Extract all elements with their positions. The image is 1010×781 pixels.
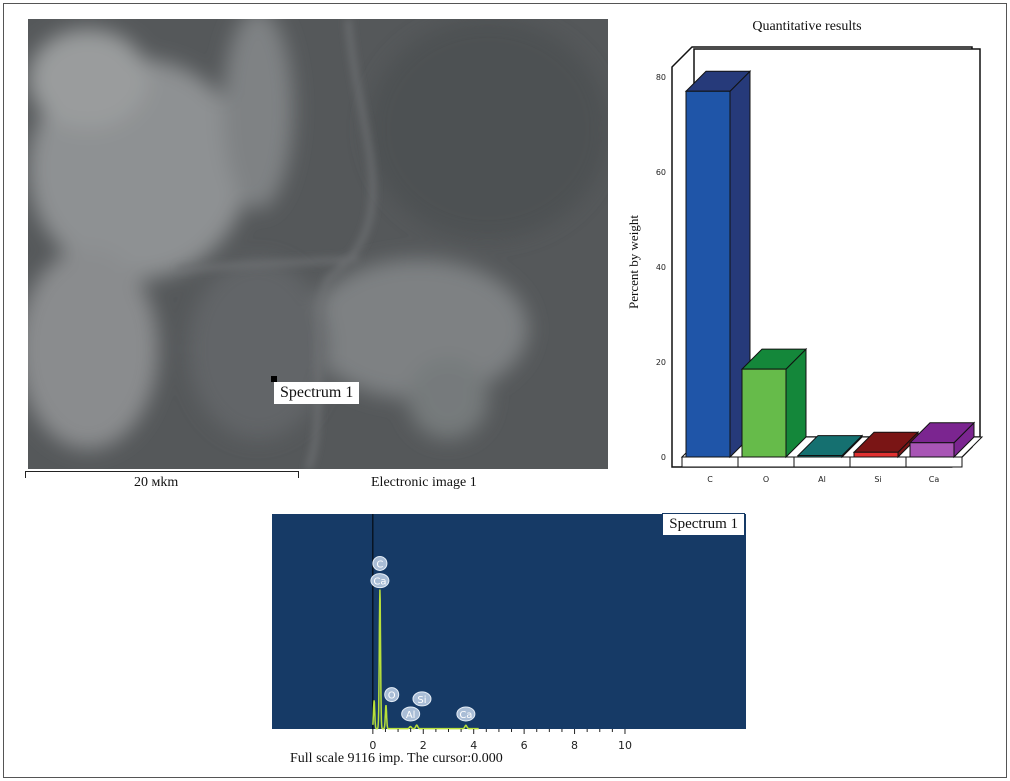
spectrum-line [372, 589, 479, 730]
y-tick-label: 60 [656, 168, 666, 177]
peak-label-badge [370, 573, 390, 589]
bar-Al [797, 455, 843, 458]
x-tick-label: Si [874, 475, 881, 484]
x-tick-label: 8 [571, 739, 578, 752]
y-tick-label: 40 [656, 263, 666, 272]
peak-label-badge [384, 687, 400, 703]
y-tick-label: 80 [656, 73, 666, 82]
bar-Ca [909, 442, 955, 458]
peak-label-C: C [376, 559, 383, 570]
spectrum-title: Spectrum 1 [662, 513, 745, 536]
spectrum-marker-icon[interactable] [271, 376, 277, 382]
x-tick-label: Al [818, 475, 826, 484]
spectrum-plot-area [272, 514, 746, 729]
peak-label-Ca: Ca [373, 577, 386, 588]
x-tick-label: O [763, 475, 769, 484]
spectrum-marker-label: Spectrum 1 [274, 382, 360, 404]
bar-O [741, 368, 787, 458]
y-tick-label: 0 [661, 453, 666, 462]
category-cell [849, 456, 907, 468]
category-cell [681, 456, 739, 468]
spectrum-chart: 0 2 4 6 8 10 C Ca O Si Al Ca Spectrum 1 Full scale … [268, 509, 748, 774]
spectrum-footer: Full scale 9116 imp. The cursor:0.000 [290, 751, 503, 766]
category-cell [793, 456, 851, 468]
scale-bar-label: 20 мkm [134, 475, 179, 490]
bar-chart-ylabel: Percent by weight [626, 215, 641, 309]
figure: Spectrum 1 20 мkm Electronic image 1 0 20… [3, 3, 1007, 778]
image-caption: Electronic image 1 [371, 475, 477, 490]
x-tick-label: C [707, 475, 713, 484]
x-tick-label: 2 [420, 739, 427, 752]
peak-label-O: O [388, 691, 396, 702]
category-cell [737, 456, 795, 468]
peak-label-badge [412, 691, 432, 707]
peak-label-Ca: Ca [459, 710, 472, 721]
y-tick-label: 20 [656, 358, 666, 367]
peak-label-Al: Al [406, 710, 416, 721]
peak-label-badge [372, 555, 388, 571]
x-tick-label: 10 [618, 739, 632, 752]
category-cell [905, 456, 963, 468]
peak-label-Si: Si [417, 695, 426, 706]
x-tick-label: Ca [929, 475, 940, 484]
scale-bar [25, 471, 299, 478]
peak-label-badge [401, 706, 421, 722]
x-tick-label: 6 [521, 739, 528, 752]
x-tick-label: 4 [470, 739, 477, 752]
x-tick-label: 0 [369, 739, 376, 752]
peak-label-badge [456, 706, 476, 722]
quantitative-bar-chart: 0 20 40 60 80 C O Al Si Ca Quantitative results P… [614, 4, 1004, 499]
bar-chart-title: Quantitative results [752, 19, 862, 34]
bar-C [685, 90, 731, 458]
bar-Si [853, 451, 899, 458]
